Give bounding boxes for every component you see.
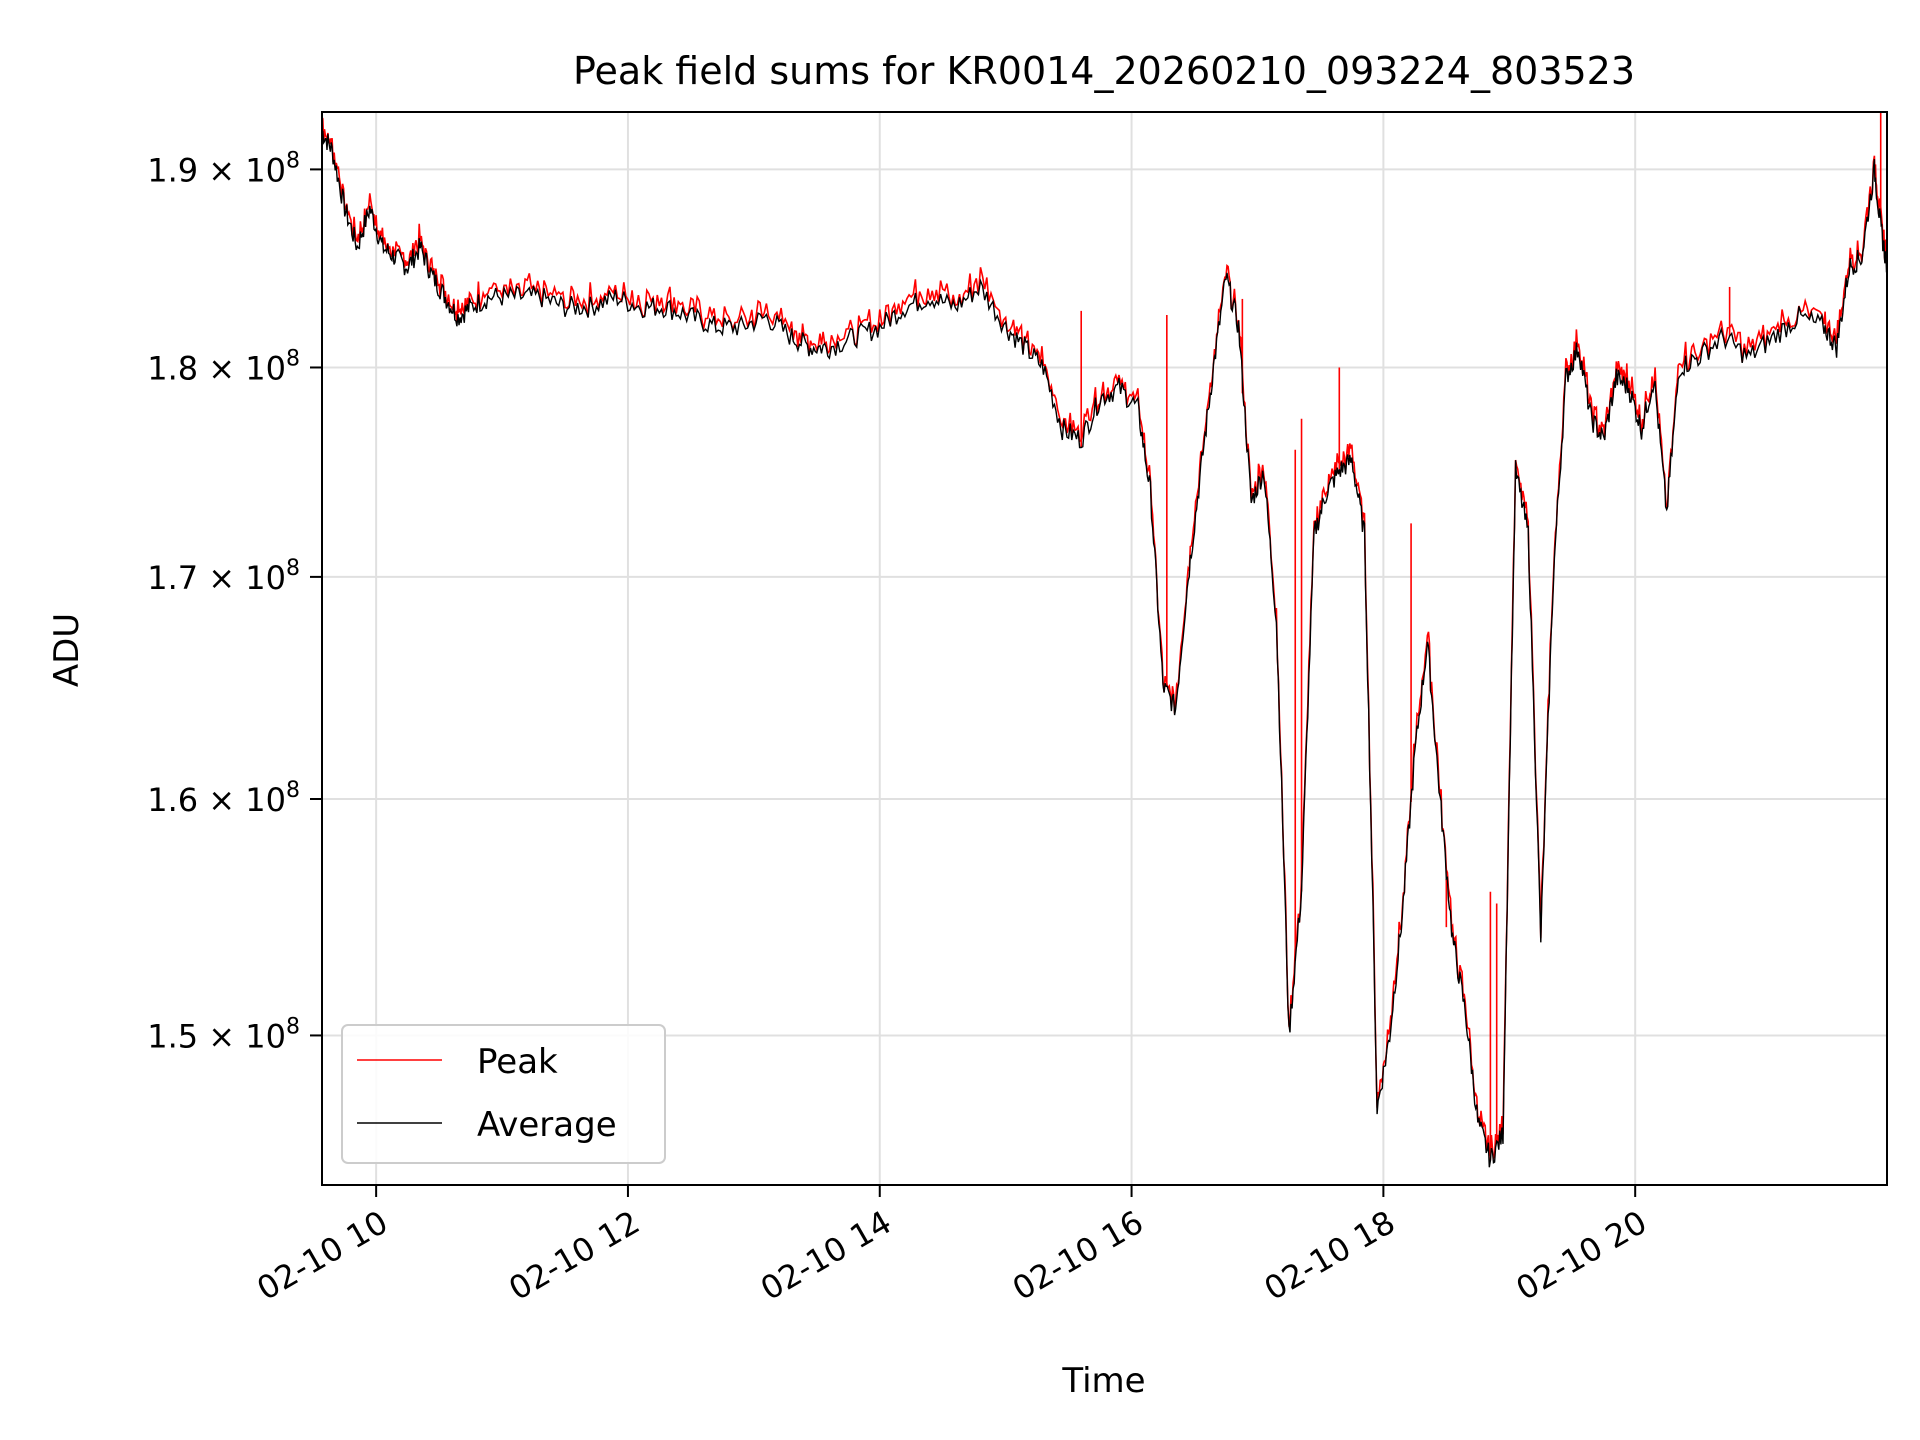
legend: Peak Average <box>341 1024 666 1164</box>
y-tick-label: 1.8 × 108 <box>147 346 300 387</box>
series-average-line <box>322 130 1887 1168</box>
y-tick-label: 1.6 × 108 <box>147 778 300 819</box>
y-tick-label: 1.5 × 108 <box>147 1014 300 1055</box>
x-axis-label: Time <box>1061 1361 1145 1401</box>
chart-title: Peak field sums for KR0014_20260210_0932… <box>573 49 1635 93</box>
y-axis: 1.5 × 108 1.6 × 108 1.7 × 108 1.8 × 108 1.9 … <box>147 148 322 1055</box>
plot-frame <box>321 111 1888 1186</box>
legend-average-label: Average <box>477 1105 617 1145</box>
y-axis-label: ADU <box>47 613 87 687</box>
legend-peak-label: Peak <box>477 1042 558 1082</box>
y-tick-label: 1.9 × 108 <box>147 148 300 189</box>
y-tick-label: 1.7 × 108 <box>147 556 300 597</box>
